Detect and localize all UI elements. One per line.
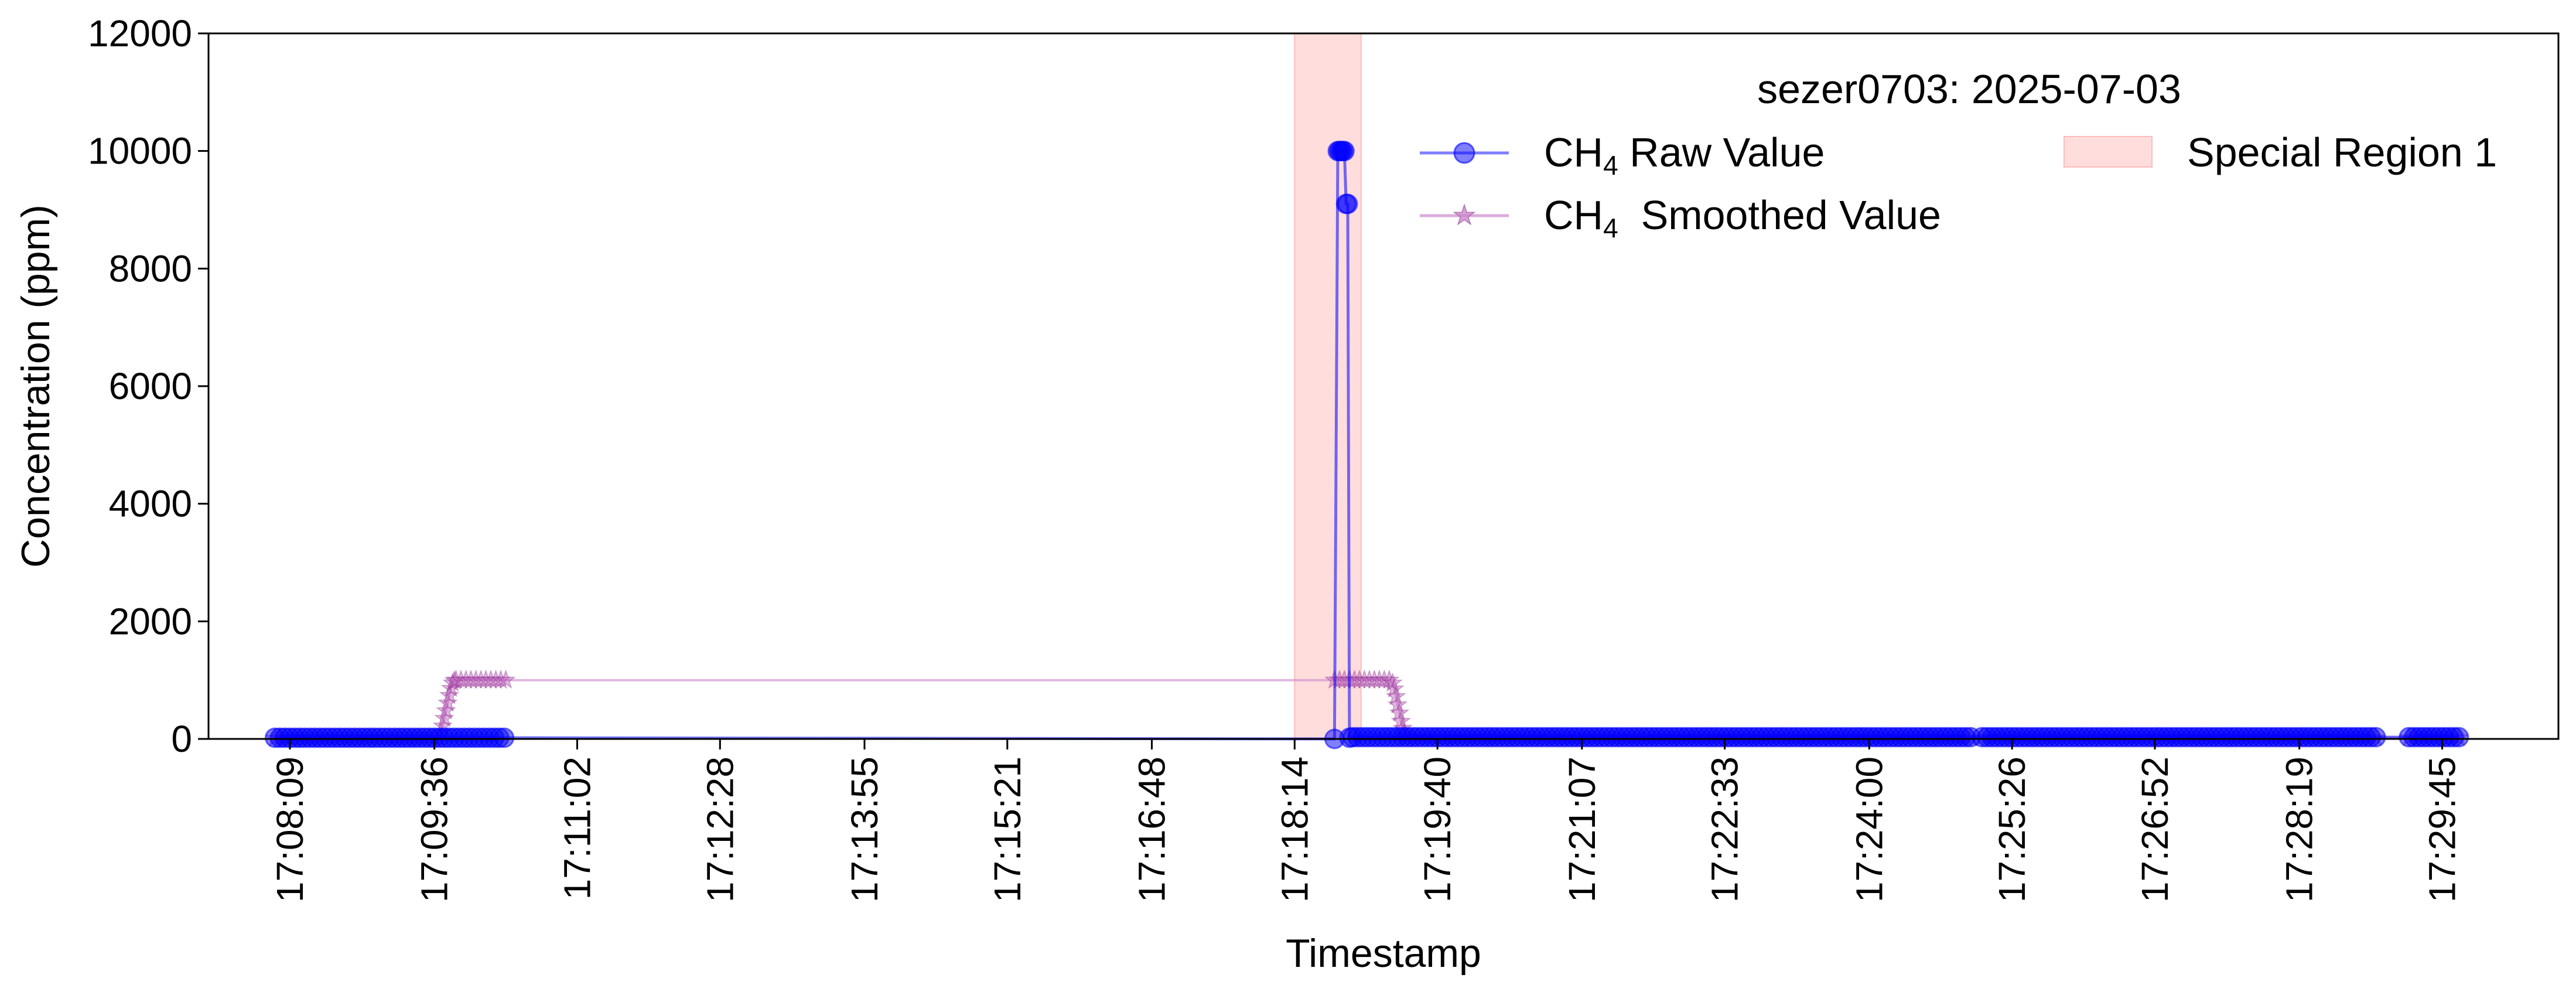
raw-point [1337,193,1358,214]
x-tick-label: 17:22:33 [1704,757,1746,902]
legend-smoothed-sub: 4 [1603,213,1618,243]
raw-point [2448,727,2469,748]
series-raw [264,141,2469,749]
smoothed-point [1387,694,1408,714]
x-tick-label: 17:19:40 [1416,757,1458,902]
x-tick-label: 17:13:55 [843,757,886,902]
smoothed-point [439,684,460,704]
legend-entry-smoothed: CH4 Smoothed Value [1420,192,1941,243]
smoothed-point [1369,669,1390,689]
smoothed-point [1354,669,1375,689]
smoothed-point [436,700,456,720]
smoothed-point [1384,678,1405,698]
smoothed-point [496,669,516,689]
y-tick-label: 8000 [109,247,192,289]
legend-raw-prefix: CH [1544,130,1603,175]
y-tick-label: 4000 [109,483,192,525]
x-tick-label: 17:08:09 [269,757,311,902]
smoothed-point [1344,669,1365,689]
smoothed-point [1391,710,1412,730]
legend-region-label: Special Region 1 [2187,130,2497,175]
legend-smoothed-suffix: Smoothed Value [1618,192,1941,238]
y-tick-label: 10000 [88,130,192,172]
smoothed-point [470,669,491,689]
smoothed-point [456,669,476,689]
smoothed-point [486,669,506,689]
smoothed-point [1385,686,1406,706]
legend-smoothed-label: CH4 Smoothed Value [1544,192,1941,243]
x-tick-label: 17:24:00 [1848,757,1890,902]
smoothed-point [1382,672,1403,692]
raw-point [2365,727,2386,748]
y-tick-label: 0 [171,718,192,760]
smoothed-point [1374,669,1395,689]
smoothed-point [434,707,455,727]
legend-region-swatch [2063,136,2153,168]
legend-smoothed-prefix: CH [1544,192,1603,238]
x-tick-label: 17:26:52 [2134,757,2176,902]
x-tick-label: 17:11:02 [556,757,598,899]
smoothed-point [490,669,511,689]
y-tick-label: 2000 [109,600,192,642]
x-axis-label: Timestamp [1286,931,1481,976]
x-tick-label: 17:16:48 [1131,757,1173,902]
legend-smoothed-marker [1453,203,1476,226]
legend-raw-suffix: Raw Value [1618,130,1825,175]
special-region-1 [1294,33,1362,740]
y-tick-label: 12000 [88,12,192,54]
smoothed-point [1349,669,1370,689]
smoothed-point [480,669,501,689]
smoothed-point [460,669,481,689]
smoothed-point [1389,702,1410,722]
smoothed-point [446,669,466,689]
y-tick-label: 6000 [109,365,192,407]
smoothed-point [1379,669,1400,689]
x-tick-label: 17:25:26 [1991,757,2033,902]
smoothed-point [437,692,458,712]
smoothed-point [450,669,472,689]
legend-raw-sub: 4 [1603,150,1618,180]
x-tick-label: 17:12:28 [699,757,741,902]
y-axis-label: Concentration (ppm) [13,205,58,568]
x-tick-label: 17:15:21 [986,757,1029,902]
smoothed-point [444,670,464,690]
smoothed-point [1359,669,1380,689]
x-tick-label: 17:29:45 [2421,757,2464,902]
legend-raw-label: CH4 Raw Value [1544,130,1825,180]
smoothed-point [1334,669,1355,689]
smoothed-point [1364,669,1385,689]
x-tick-label: 17:09:36 [414,757,456,902]
legend-title: sezer0703: 2025-07-03 [1757,66,2181,112]
smoothed-point [476,669,496,689]
raw-point [494,727,515,748]
smoothed-point [440,677,462,697]
raw-point [1334,141,1355,162]
smoothed-point [442,672,463,692]
legend: sezer0703: 2025-07-03 CH4 Raw Value CH4 … [1420,66,2497,243]
legend-entry-special-region: Special Region 1 [2063,130,2497,175]
smoothed-point [1329,669,1350,689]
legend-raw-marker [1453,142,1475,164]
x-tick-label: 17:28:19 [2278,757,2321,902]
x-tick-label: 17:18:14 [1273,757,1316,902]
legend-entry-raw: CH4 Raw Value [1420,130,1825,180]
smoothed-point [466,669,486,689]
x-tick-label: 17:21:07 [1561,757,1603,902]
